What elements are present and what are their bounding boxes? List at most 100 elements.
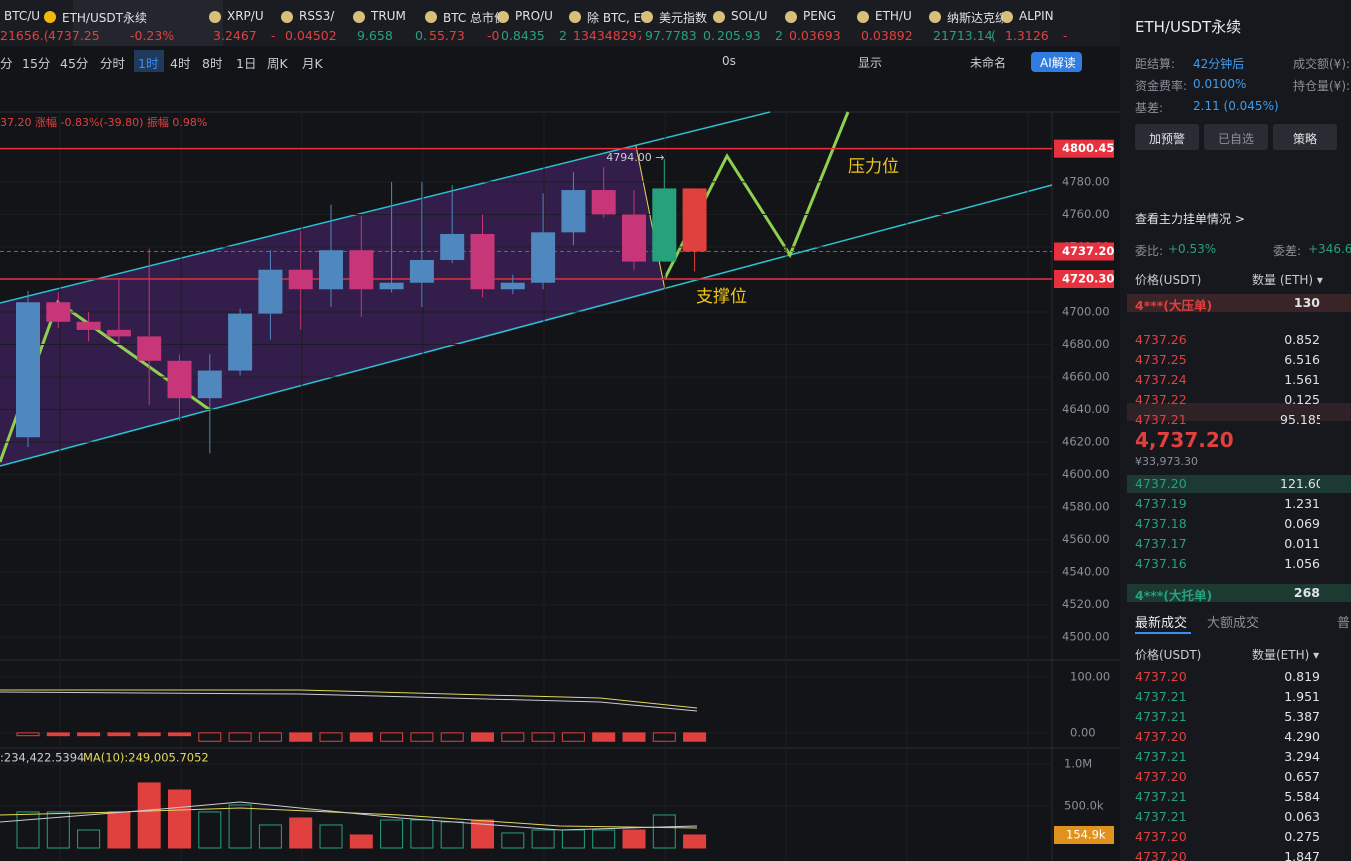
book-price: 4737.20 xyxy=(1135,476,1187,491)
trade-price: 4737.20 xyxy=(1135,669,1187,684)
tab-change: 0. xyxy=(703,28,715,43)
tab-name[interactable]: BTC/U xyxy=(4,9,41,23)
book-price: 4737.25 xyxy=(1135,352,1187,367)
ratio-text: 委比: xyxy=(1135,244,1164,258)
interval-button[interactable]: 周K xyxy=(267,56,288,71)
tab-price: 55.73 xyxy=(429,28,465,43)
active-tab xyxy=(73,0,223,46)
tab-icon xyxy=(353,11,365,23)
interval-button[interactable]: 分时 xyxy=(100,56,126,71)
volume-bar xyxy=(107,811,131,849)
bid-highlight xyxy=(1127,584,1351,602)
volume-bar xyxy=(440,821,464,849)
tab-name[interactable]: BTC 总市值 xyxy=(443,11,499,25)
book-price: 4737.18 xyxy=(1135,516,1187,531)
price-tag-label: 4800.45 xyxy=(1062,141,1114,155)
tab-name[interactable]: ETH/USDT永续 xyxy=(62,11,147,25)
panel-title: ETH/USDT永续 xyxy=(1135,18,1242,36)
tab-name[interactable]: XRP/U xyxy=(227,9,264,23)
tab-name[interactable]: ALPIN xyxy=(1019,9,1054,23)
volume-bar xyxy=(349,834,373,849)
book-qty: 1.561 xyxy=(1284,372,1320,387)
osc-bar xyxy=(440,732,464,742)
volume-legend: :234,422.5394 xyxy=(0,751,84,765)
stat-text: 资金费率: xyxy=(1135,79,1188,93)
trade-qty: 1.847 xyxy=(1284,849,1320,861)
tab-icon xyxy=(281,11,293,23)
tab-price: 97.7783 xyxy=(645,28,697,43)
ratio-text: +346.61 xyxy=(1308,242,1351,256)
tab-name[interactable]: PRO/U xyxy=(515,9,553,23)
depth-link[interactable]: 查看主力挂单情况 > xyxy=(1135,212,1245,226)
volume-bar xyxy=(289,817,313,849)
candle-body xyxy=(409,259,434,283)
osc-bar xyxy=(168,732,191,737)
trade-price: 4737.20 xyxy=(1135,829,1187,844)
interval-button[interactable]: 分 xyxy=(0,56,13,71)
interval-button[interactable]: 月K xyxy=(302,56,323,71)
price-tag xyxy=(1054,242,1114,261)
y-tick-label: 1.0M xyxy=(1064,756,1092,770)
volume-bar xyxy=(531,829,555,849)
trade-price: 4737.21 xyxy=(1135,789,1187,804)
toolbar-button[interactable]: 0s xyxy=(722,54,736,68)
candle-body xyxy=(106,329,131,337)
trade-price: 4737.21 xyxy=(1135,709,1187,724)
book-price: 4***(大托单) xyxy=(1135,588,1213,603)
tab-name[interactable]: 纳斯达克综 xyxy=(947,11,1003,25)
toolbar-button[interactable]: AI解读 xyxy=(1040,56,1076,70)
tab-icon xyxy=(1001,11,1013,23)
interval-button[interactable]: 1时 xyxy=(138,56,159,71)
tab-name[interactable]: RSS3/ xyxy=(299,9,335,23)
tab-price: 1.3126 xyxy=(1005,28,1049,43)
ask-highlight xyxy=(1127,403,1351,421)
osc-bar xyxy=(410,732,434,742)
tab-change: ( xyxy=(991,28,996,43)
candle-body xyxy=(349,250,374,290)
panel-button xyxy=(1273,124,1337,150)
book-qty: 6.516 xyxy=(1284,352,1320,367)
trade-tab[interactable]: 最新成交 xyxy=(1135,616,1188,631)
interval-button[interactable]: 1日 xyxy=(236,56,257,71)
tab-price: 3.2467 xyxy=(213,28,257,43)
osc-bar xyxy=(349,732,373,742)
toolbar-button[interactable]: 未命名 xyxy=(970,56,1007,70)
interval-button[interactable]: 4时 xyxy=(170,56,191,71)
trade-tab[interactable]: 普 xyxy=(1337,616,1351,631)
y-tick-label: 4620.00 xyxy=(1062,435,1110,449)
osc-bar xyxy=(319,732,343,742)
volume-bar xyxy=(77,829,101,849)
tab-name[interactable]: PENG xyxy=(803,9,837,23)
interval-button[interactable]: 8时 xyxy=(202,56,223,71)
panel-button-label[interactable]: 已自选 xyxy=(1218,132,1255,146)
tab-name[interactable]: SOL/U xyxy=(731,9,768,23)
y-tick-label: 4580.00 xyxy=(1062,500,1110,514)
book-qty: 0.069 xyxy=(1284,516,1320,531)
panel-button-label[interactable]: 策略 xyxy=(1293,132,1318,146)
osc-bar xyxy=(380,732,404,742)
book-price: 4737.17 xyxy=(1135,536,1187,551)
trade-tab[interactable]: 大额成交 xyxy=(1207,616,1260,631)
tab-name[interactable]: 美元指数 xyxy=(659,11,708,25)
candle-body xyxy=(652,188,677,262)
last-price: 4,737.20 xyxy=(1135,428,1234,452)
book-qty: 1.231 xyxy=(1284,496,1320,511)
y-tick-label: 4640.00 xyxy=(1062,402,1110,416)
book-price: 4737.21 xyxy=(1135,412,1187,427)
tab-name[interactable]: ETH/U xyxy=(875,9,912,23)
interval-button[interactable]: 15分 xyxy=(22,56,51,71)
volume-bar xyxy=(622,829,646,849)
toolbar-button[interactable]: 显示 xyxy=(858,56,883,70)
tab-name[interactable]: 除 BTC, ET xyxy=(587,11,643,25)
trade-qty: 5.584 xyxy=(1284,789,1320,804)
candle-body xyxy=(167,360,192,399)
tab-change: -0.6 xyxy=(487,28,499,43)
trade-qty: 0.063 xyxy=(1284,809,1320,824)
interval-button[interactable]: 45分 xyxy=(60,56,89,71)
osc-bar xyxy=(198,732,222,742)
tab-change: 2 xyxy=(559,28,567,43)
volume-bar xyxy=(380,819,404,849)
panel-button-label[interactable]: 加预警 xyxy=(1149,132,1186,146)
ai-button xyxy=(1031,52,1082,72)
tab-name[interactable]: TRUM xyxy=(371,9,406,23)
